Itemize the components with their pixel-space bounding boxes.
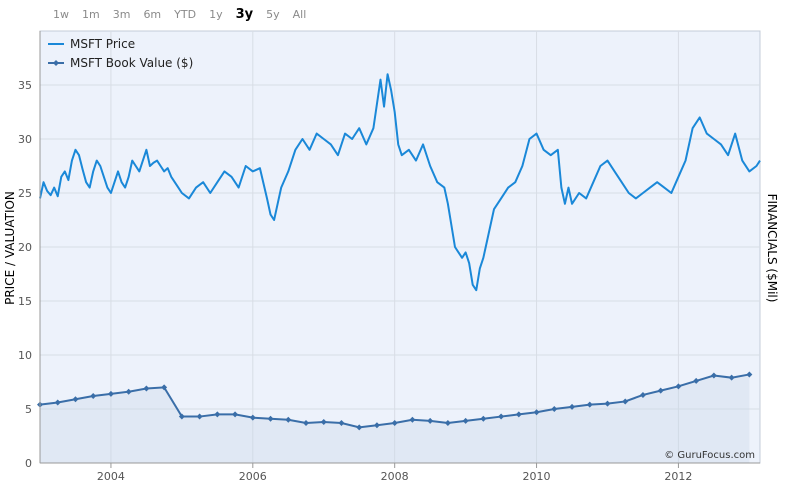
y-axis-label: PRICE / VALUATION bbox=[3, 191, 17, 305]
book-value-point bbox=[232, 411, 239, 418]
range-option-all[interactable]: All bbox=[292, 7, 307, 21]
book-value-point bbox=[515, 411, 522, 418]
book-value-point bbox=[657, 387, 664, 394]
legend-label-book: MSFT Book Value ($) bbox=[70, 56, 193, 70]
book-value-point bbox=[746, 371, 753, 378]
book-value-point bbox=[178, 413, 185, 420]
book-value-point bbox=[196, 413, 203, 420]
book-value-point bbox=[710, 372, 717, 379]
range-option-1y[interactable]: 1y bbox=[209, 7, 223, 21]
x-tick-label: 2010 bbox=[523, 470, 551, 483]
range-option-3m[interactable]: 3m bbox=[112, 7, 131, 21]
book-value-point bbox=[569, 403, 576, 410]
book-value-point bbox=[462, 417, 469, 424]
x-tick-label: 2004 bbox=[97, 470, 125, 483]
book-value-point bbox=[90, 393, 97, 400]
x-tick-label: 2012 bbox=[664, 470, 692, 483]
book-value-point bbox=[285, 416, 292, 423]
x-tick-label: 2008 bbox=[381, 470, 409, 483]
price-line bbox=[39, 73, 761, 292]
x-axis-ticks: 2004 2006 2008 2010 2012 bbox=[97, 463, 692, 483]
book-value-point bbox=[533, 409, 540, 416]
book-value-point bbox=[125, 388, 132, 395]
legend-label-price: MSFT Price bbox=[70, 37, 135, 51]
book-value-point bbox=[409, 416, 416, 423]
y-tick-label: 25 bbox=[18, 187, 32, 200]
book-value-point bbox=[107, 390, 114, 397]
book-value-point bbox=[214, 411, 221, 418]
range-selector: 1w 1m 3m 6m YTD 1y 3y 5y All bbox=[48, 5, 314, 23]
book-value-point bbox=[54, 399, 61, 406]
book-value-point bbox=[338, 420, 345, 427]
book-value-point bbox=[303, 420, 310, 427]
book-value-point bbox=[427, 417, 434, 424]
y-tick-label: 0 bbox=[25, 457, 32, 470]
range-option-5y[interactable]: 5y bbox=[266, 7, 280, 21]
book-value-point bbox=[391, 420, 398, 427]
y-tick-label: 20 bbox=[18, 241, 32, 254]
book-value-point bbox=[604, 400, 611, 407]
y-tick-label: 5 bbox=[25, 403, 32, 416]
book-value-point bbox=[551, 406, 558, 412]
series-layer bbox=[37, 73, 761, 463]
range-option-6m[interactable]: 6m bbox=[143, 7, 162, 21]
grid bbox=[40, 31, 760, 463]
book-value-point bbox=[249, 414, 256, 421]
book-value-point bbox=[693, 377, 700, 384]
book-value-point bbox=[320, 418, 327, 425]
y-axis-ticks: 0 5 10 15 20 25 30 35 bbox=[18, 79, 32, 470]
book-value-area bbox=[40, 374, 750, 463]
book-value-point bbox=[444, 420, 451, 427]
legend-marker-book bbox=[53, 60, 59, 66]
book-value-point bbox=[498, 413, 505, 420]
book-value-point bbox=[728, 374, 735, 381]
y-tick-label: 35 bbox=[18, 79, 32, 92]
book-value-point bbox=[143, 385, 150, 392]
book-value-point bbox=[267, 415, 274, 422]
range-option-1w[interactable]: 1w bbox=[53, 7, 69, 21]
book-value-point bbox=[586, 401, 593, 408]
y-tick-label: 30 bbox=[18, 133, 32, 146]
y2-axis-label: FINANCIALS ($Mil) bbox=[765, 194, 779, 303]
book-value-point bbox=[622, 398, 629, 405]
y-tick-label: 15 bbox=[18, 295, 32, 308]
range-option-ytd[interactable]: YTD bbox=[174, 7, 197, 21]
legend: MSFT Price MSFT Book Value ($) bbox=[48, 37, 193, 70]
book-value-point bbox=[72, 396, 79, 403]
book-value-point bbox=[675, 383, 682, 390]
book-value-point bbox=[356, 424, 363, 431]
book-value-point bbox=[639, 391, 646, 398]
range-option-3y[interactable]: 3y bbox=[235, 6, 254, 22]
book-value-point bbox=[161, 384, 168, 391]
book-value-point bbox=[480, 415, 487, 422]
y-tick-label: 10 bbox=[18, 349, 32, 362]
x-tick-label: 2006 bbox=[239, 470, 267, 483]
book-value-point bbox=[373, 422, 380, 429]
range-option-1m[interactable]: 1m bbox=[82, 7, 100, 21]
credit-label: © GuruFocus.com bbox=[664, 450, 755, 461]
